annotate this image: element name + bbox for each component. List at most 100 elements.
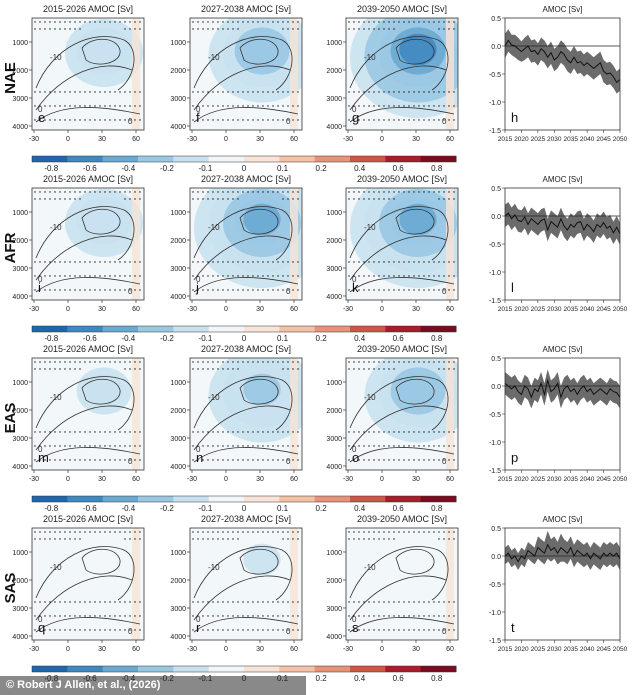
stipple-dot (363, 361, 365, 363)
contour-label: -10 (364, 393, 376, 402)
contour-label: -10 (50, 223, 62, 232)
stipple-dot (363, 119, 365, 121)
stipple-dot (388, 629, 390, 631)
stipple-dot (443, 361, 445, 363)
x-tick-label: -30 (29, 136, 39, 143)
positive-anomaly-stripe (290, 358, 298, 470)
stipple-dot (39, 191, 41, 193)
stipple-dot (207, 91, 209, 93)
stipple-dot (242, 191, 244, 193)
stipple-dot (104, 21, 106, 23)
stipple-dot (64, 289, 66, 291)
ts-y-tick-label: -1.5 (489, 298, 501, 305)
stipple-dot (74, 615, 76, 617)
contour-line (81, 208, 121, 235)
stipple-dot (212, 431, 214, 433)
stipple-dot (393, 91, 395, 93)
stipple-dot (453, 28, 455, 30)
stipple-dot (99, 445, 101, 447)
stipple-dot (252, 459, 254, 461)
colorbar-segment (279, 496, 316, 502)
stipple-dot (119, 105, 121, 107)
stipple-dot (237, 538, 239, 540)
stipple-dot (44, 119, 46, 121)
stipple-dot (124, 629, 126, 631)
stipple-dot (433, 191, 435, 193)
stipple-dot (59, 538, 61, 540)
y-tick-label: 2000 (12, 408, 28, 415)
stipple-dot (272, 91, 274, 93)
stipple-dot (134, 361, 136, 363)
colorbar-segment (385, 326, 422, 332)
ts-x-tick-label: 2015 (498, 136, 513, 143)
stipple-dot (297, 531, 299, 533)
stipple-dot (69, 629, 71, 631)
stipple-dot (59, 629, 61, 631)
stipple-dot (453, 361, 455, 363)
contour-label: -10 (364, 223, 376, 232)
stipple-dot (124, 28, 126, 30)
stipple-dot (267, 361, 269, 363)
stipple-dot (207, 28, 209, 30)
contour-line (35, 376, 135, 431)
stipple-dot (453, 459, 455, 461)
ts-x-tick-label: 2025 (531, 306, 546, 313)
stipple-dot (104, 261, 106, 263)
x-tick-label: 60 (446, 646, 454, 653)
ts-x-tick-label: 2045 (596, 476, 611, 483)
stipple-dot (348, 615, 350, 617)
stipple-dot (413, 431, 415, 433)
stipple-dot (297, 615, 299, 617)
stipple-dot (388, 538, 390, 540)
contour-label: -10 (208, 563, 220, 572)
stipple-dot (54, 91, 56, 93)
stipple-dot (74, 459, 76, 461)
colorbar-tick-label: -0.6 (83, 334, 97, 343)
stipple-dot (398, 445, 400, 447)
stipple-dot (114, 105, 116, 107)
colorbar-tick-label: -0.2 (160, 504, 174, 513)
stipple-dot (129, 91, 131, 93)
stipple-dot (79, 361, 81, 363)
stipple-dot (393, 28, 395, 30)
stipple-dot (383, 91, 385, 93)
stipple-dot (433, 459, 435, 461)
stipple-dot (54, 191, 56, 193)
stipple-dot (408, 361, 410, 363)
ts-y-tick-label: -1.0 (489, 270, 501, 277)
stipple-dot (252, 615, 254, 617)
contour-label: 0 (352, 105, 357, 114)
ts-x-tick-label: 2030 (547, 306, 562, 313)
stipple-dot (368, 445, 370, 447)
stipple-dot (192, 601, 194, 603)
map-title: 2015-2026 AMOC [Sv] (43, 4, 133, 14)
stipple-dot (129, 289, 131, 291)
stipple-dot (34, 615, 36, 617)
contour-label: 0 (286, 457, 291, 466)
stipple-dot (282, 629, 284, 631)
stipple-dot (287, 261, 289, 263)
y-tick-label: 1000 (326, 40, 342, 47)
stipple-dot (34, 368, 36, 370)
region-label: EAS (2, 403, 19, 434)
positive-anomaly-stripe (446, 528, 454, 640)
stipple-dot (64, 601, 66, 603)
colorbar-segment (244, 496, 280, 502)
stipple-dot (408, 601, 410, 603)
stipple-dot (257, 261, 259, 263)
stipple-dot (247, 91, 249, 93)
colorbar-tick-label: 0.2 (316, 504, 328, 513)
stipple-dot (109, 191, 111, 193)
stipple-dot (247, 119, 249, 121)
stipple-dot (242, 91, 244, 93)
stipple-dot (373, 91, 375, 93)
stipple-dot (94, 361, 96, 363)
stipple-dot (222, 91, 224, 93)
stipple-dot (398, 21, 400, 23)
stipple-dot (408, 629, 410, 631)
contour-label: 0 (128, 287, 133, 296)
contour-label: 0 (286, 117, 291, 126)
stipple-dot (44, 601, 46, 603)
stipple-dot (368, 459, 370, 461)
stipple-dot (448, 289, 450, 291)
